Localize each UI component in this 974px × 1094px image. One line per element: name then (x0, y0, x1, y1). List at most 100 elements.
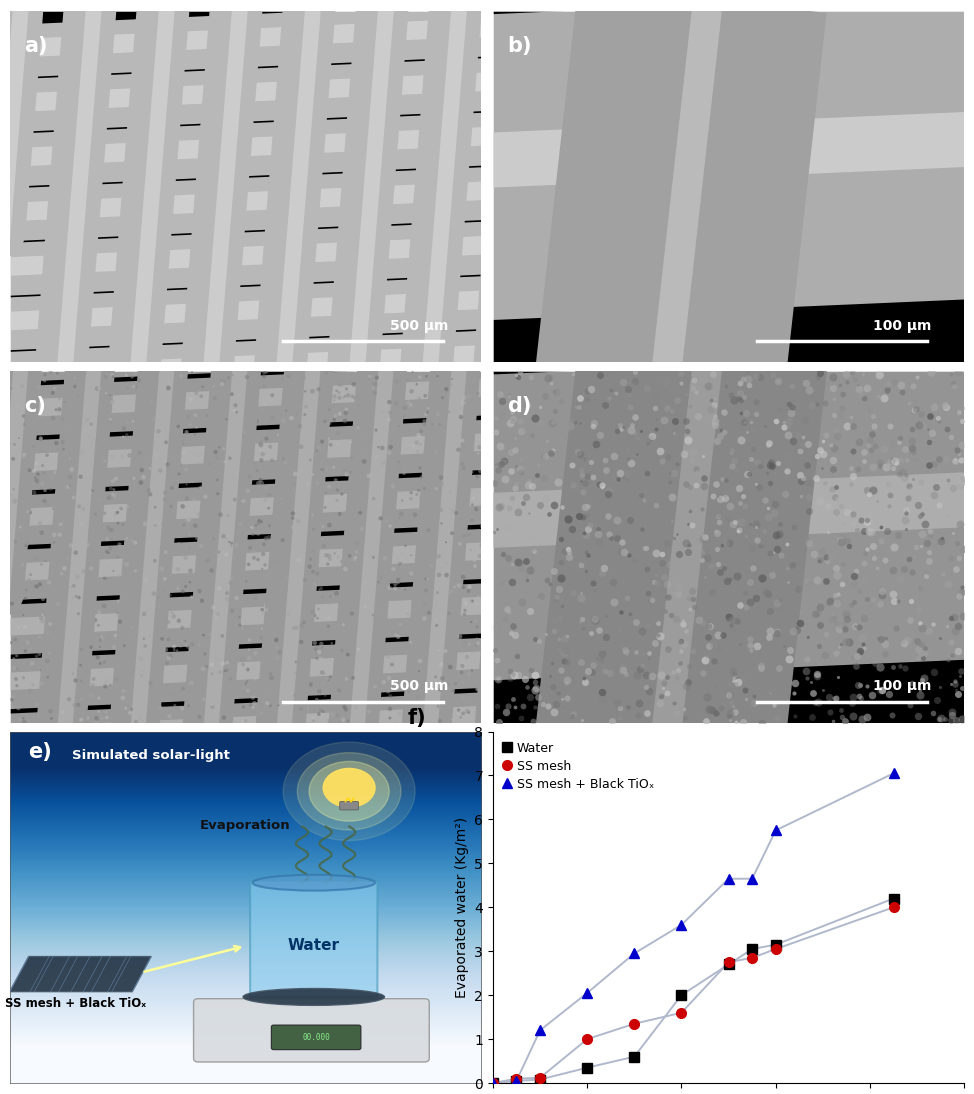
Point (93, 307, 108, 325)
SS mesh (534, 1071, 545, 1084)
Point (130, 415, 145, 432)
Point (21, 571, 37, 589)
Point (612, 543, 627, 560)
Point (282, 494, 298, 512)
Point (874, 582, 889, 600)
Point (336, 732, 352, 749)
Point (444, 524, 460, 542)
Point (540, 442, 555, 459)
Point (508, 475, 524, 492)
Point (465, 592, 480, 609)
Point (16, 407, 31, 424)
Point (393, 556, 409, 573)
Point (0, 696, 5, 713)
Point (11, 699, 26, 717)
Point (361, 467, 377, 485)
Point (285, 725, 301, 743)
Point (376, 743, 392, 760)
Point (457, 605, 472, 622)
Point (926, 486, 942, 503)
Point (60, 379, 76, 396)
Point (947, 621, 962, 639)
Point (400, 282, 416, 300)
Point (704, 583, 720, 601)
Point (681, 431, 696, 449)
Point (532, 393, 547, 410)
Point (657, 602, 673, 619)
Point (223, 609, 239, 627)
Point (833, 617, 848, 635)
Point (914, 619, 929, 637)
Point (431, 416, 447, 433)
Point (322, 550, 338, 568)
Point (175, 498, 191, 515)
Point (151, 713, 167, 731)
Point (431, 414, 446, 431)
Point (329, 720, 345, 737)
Point (489, 521, 505, 538)
Point (748, 393, 764, 410)
Point (555, 383, 571, 400)
Point (136, 689, 152, 707)
Point (122, 793, 137, 811)
Point (215, 679, 231, 697)
Point (418, 406, 433, 423)
Point (547, 591, 563, 608)
Point (79, 376, 94, 394)
Point (43, 649, 58, 666)
Point (288, 717, 304, 734)
Point (256, 363, 272, 381)
Point (929, 691, 945, 709)
Point (429, 617, 444, 635)
Point (95, 651, 111, 668)
Point (180, 699, 196, 717)
Point (544, 441, 560, 458)
Point (412, 489, 428, 507)
Point (314, 636, 329, 653)
Point (317, 754, 332, 771)
Point (827, 586, 843, 604)
Point (509, 503, 525, 521)
Point (729, 568, 744, 585)
Point (307, 575, 322, 593)
Point (255, 622, 271, 640)
Point (167, 638, 182, 655)
Point (278, 554, 293, 571)
Point (412, 660, 428, 677)
Point (689, 476, 704, 493)
Point (103, 799, 119, 816)
Point (4, 380, 19, 397)
Point (590, 525, 606, 543)
Point (246, 660, 262, 677)
Point (121, 670, 136, 687)
Point (802, 489, 817, 507)
Point (683, 502, 698, 520)
Point (125, 618, 140, 636)
Point (364, 755, 380, 772)
Point (26, 462, 42, 479)
Point (0, 686, 2, 703)
Point (678, 709, 693, 726)
Point (838, 605, 853, 622)
Point (228, 489, 244, 507)
Point (845, 707, 861, 724)
Point (306, 521, 321, 538)
Point (346, 375, 361, 393)
Point (584, 656, 600, 674)
Point (588, 435, 604, 453)
Point (117, 539, 132, 557)
Point (532, 540, 547, 558)
Point (639, 561, 655, 579)
Point (911, 550, 926, 568)
Point (81, 414, 96, 431)
Point (280, 568, 295, 585)
Point (337, 361, 353, 379)
Point (330, 548, 346, 566)
Point (515, 494, 531, 512)
Point (205, 698, 220, 715)
Point (515, 697, 531, 714)
Point (825, 452, 841, 469)
Point (194, 640, 209, 657)
Point (594, 478, 610, 496)
Point (31, 645, 47, 663)
